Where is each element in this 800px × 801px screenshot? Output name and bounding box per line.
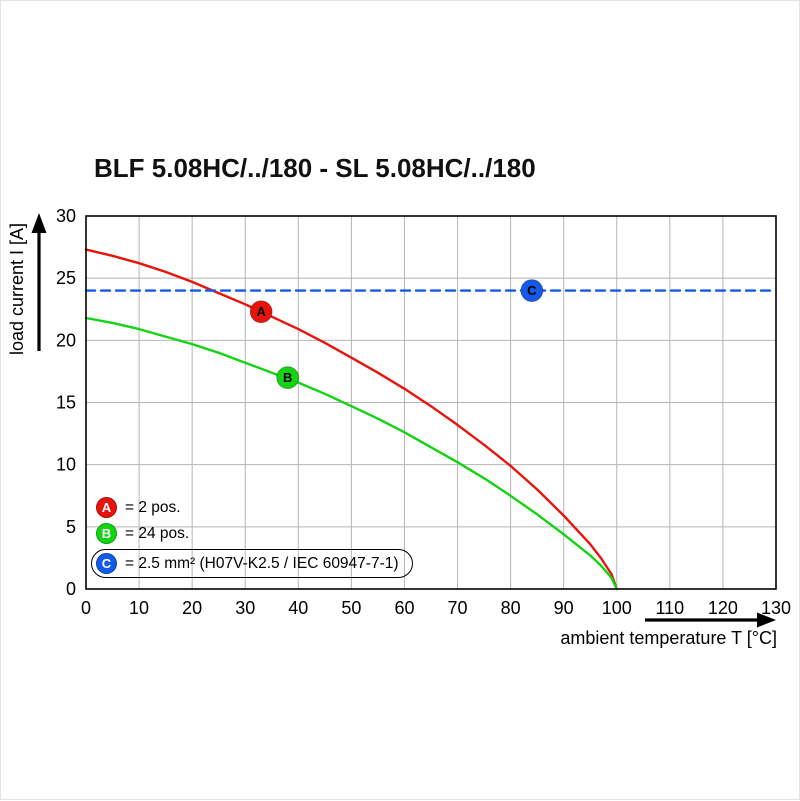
y-axis-arrow-icon: [31, 213, 47, 351]
x-axis-title: ambient temperature T [°C]: [560, 628, 777, 648]
x-tick-label: 20: [182, 598, 202, 618]
y-tick-label: 20: [56, 330, 76, 350]
y-tick-label: 25: [56, 268, 76, 288]
x-tick-label: 30: [235, 598, 255, 618]
marker-B: [276, 366, 300, 390]
grid-lines: [86, 216, 776, 589]
y-tick-label: 30: [56, 206, 76, 226]
tick-labels: 0 10 20 30 40 50 60 70 80 90 100 110 120 130 0 5 10 15 20 2…: [56, 206, 791, 618]
x-tick-label: 110: [655, 598, 684, 618]
legend-marker-A: A: [96, 497, 117, 518]
x-tick-label: 100: [602, 598, 632, 618]
y-tick-label: 15: [56, 393, 76, 413]
x-tick-label: 130: [761, 598, 791, 618]
legend-marker-B: B: [96, 523, 117, 544]
legend: A = 2 pos. B = 24 pos. C = 2.5 mm² (H07V-K2.5…: [91, 497, 413, 578]
marker-C-letter: C: [527, 283, 537, 298]
series-B-curve: [84, 316, 618, 591]
y-axis-title: load current I [A]: [7, 223, 27, 355]
legend-item-C: C = 2.5 mm² (H07V-K2.5 / IEC 60947-7-1): [91, 549, 413, 578]
x-tick-label: 70: [448, 598, 468, 618]
x-tick-label: 40: [288, 598, 308, 618]
x-tick-label: 0: [81, 598, 91, 618]
marker-A: [249, 300, 273, 324]
x-axis-arrow-icon: [645, 612, 776, 628]
y-tick-label: 0: [66, 579, 76, 599]
x-tick-label: 10: [129, 598, 149, 618]
x-tick-label: 60: [394, 598, 414, 618]
y-tick-label: 10: [56, 455, 76, 475]
plot-frame: [85, 215, 777, 590]
plot-border: [85, 215, 777, 590]
legend-label-A: = 2 pos.: [125, 498, 181, 516]
chart-title: BLF 5.08HC/../180 - SL 5.08HC/../180: [94, 153, 536, 183]
legend-item-B: B = 24 pos.: [96, 523, 189, 544]
x-tick-label: 120: [708, 598, 738, 618]
y-tick-label: 5: [66, 517, 76, 537]
series-curves: [84, 248, 778, 591]
legend-label-B: = 24 pos.: [125, 524, 190, 542]
marker-A-letter: A: [256, 304, 266, 319]
marker-C: [520, 279, 544, 303]
legend-label-C: = 2.5 mm² (H07V-K2.5 / IEC 60947-7-1): [125, 554, 399, 572]
legend-item-A: A = 2 pos.: [96, 497, 181, 518]
x-tick-label: 80: [501, 598, 521, 618]
series-A-curve: [84, 248, 618, 591]
marker-B-letter: B: [283, 370, 292, 385]
x-tick-label: 90: [554, 598, 574, 618]
series-markers: A B C: [249, 279, 544, 390]
legend-marker-C: C: [96, 553, 117, 574]
x-tick-label: 50: [341, 598, 361, 618]
